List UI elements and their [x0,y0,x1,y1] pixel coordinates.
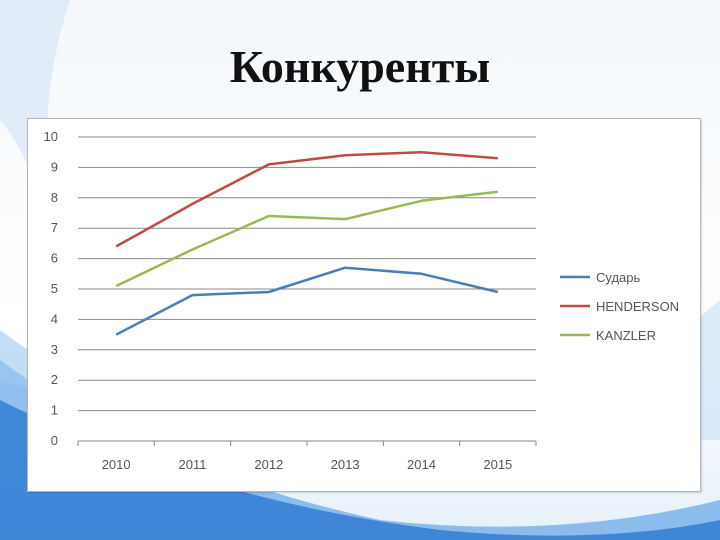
x-tick-label: 2011 [179,457,207,472]
x-tick-label: 2010 [102,457,131,472]
y-tick-label: 7 [51,220,58,235]
y-tick-label: 3 [51,342,58,357]
series-line-2 [115,190,498,288]
x-tick-label: 2014 [407,457,436,472]
legend-label-1: HENDERSON [596,299,679,314]
y-tick-label: 5 [51,281,58,296]
y-tick-label: 8 [51,190,58,205]
y-tick-label: 2 [51,372,58,387]
slide-title: Конкуренты [229,41,491,92]
x-tick-label: 2012 [254,457,283,472]
y-tick-label: 6 [51,251,58,266]
y-tick-label: 0 [51,433,58,448]
chart-frame: 0 1 2 3 4 5 6 7 8 9 10 2010 2011 2012 2013 2014 2015 Суда… [27,118,701,492]
series-line-0 [115,266,499,336]
y-tick-label: 4 [51,311,58,326]
x-tick-label: 2013 [331,457,360,472]
legend-label-2: KANZLER [596,328,656,343]
y-tick-label: 1 [51,403,58,418]
legend-label-0: Сударь [596,270,641,285]
line-chart: 0 1 2 3 4 5 6 7 8 9 10 2010 2011 2012 2013 2014 2015 Суда… [44,129,680,472]
y-tick-label: 10 [44,129,58,144]
x-tick-label: 2015 [483,457,512,472]
y-tick-label: 9 [51,159,58,174]
series-line-1 [115,150,498,248]
